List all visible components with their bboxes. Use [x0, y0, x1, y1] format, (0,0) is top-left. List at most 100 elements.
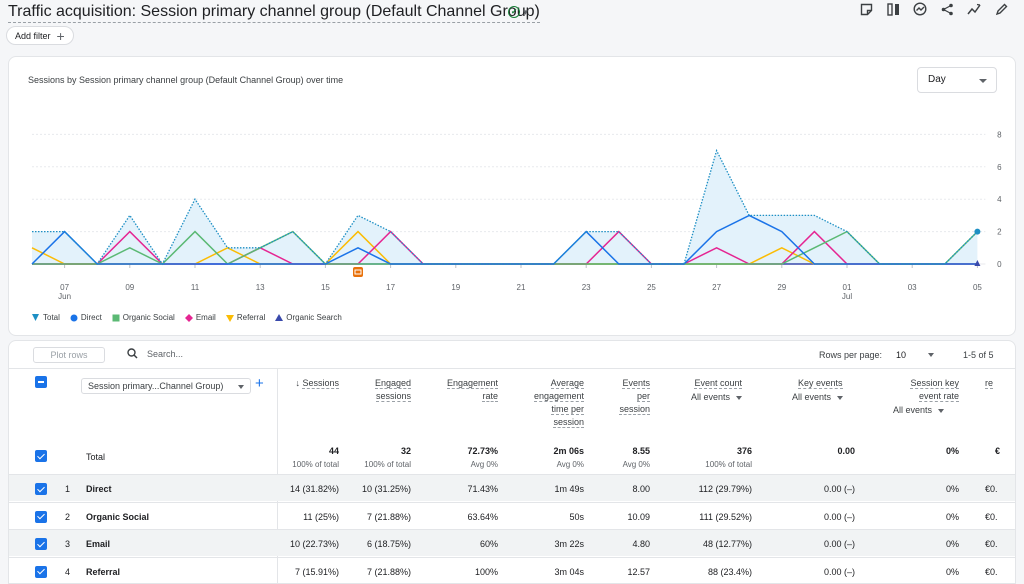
cell-events-per: 12.57	[627, 566, 650, 577]
plot-rows-button[interactable]: Plot rows	[33, 347, 105, 363]
trend-icon[interactable]	[967, 2, 981, 16]
dimension-select[interactable]: Session primary...Channel Group)	[81, 378, 251, 394]
row-checkbox[interactable]	[35, 483, 47, 495]
total-engaged: 32	[400, 446, 411, 456]
row-checkbox[interactable]	[35, 538, 47, 550]
legend-item[interactable]: Direct	[70, 313, 102, 322]
x-tick-label: 21	[517, 283, 526, 292]
x-tick-label: 01	[843, 283, 852, 292]
search-icon	[127, 348, 138, 362]
cell-event-count: 48 (12.77%)	[702, 539, 752, 549]
compare-icon[interactable]	[886, 2, 900, 16]
cell-revenue: €0.	[985, 511, 998, 522]
cell-session-key: 0%	[945, 511, 959, 522]
legend-item[interactable]: Total	[31, 313, 60, 322]
header-revenue[interactable]: re	[985, 377, 1005, 390]
cell-key-events: 0.00 (–)	[823, 566, 855, 577]
table-row[interactable]: 1 Direct 14 (31.82%) 10 (31.25%) 71.43% 1m 49…	[9, 474, 1015, 501]
x-tick-label: 11	[191, 283, 200, 292]
total-area	[32, 150, 978, 264]
direct-legend-marker	[70, 314, 78, 321]
add-filter-button[interactable]: Add filter +	[6, 26, 74, 45]
header-avg-engagement-time[interactable]: Average engagement time per session	[514, 377, 584, 429]
x-tick-label: 27	[712, 283, 721, 292]
key-event-filter[interactable]: All events	[792, 391, 844, 404]
rows-per-page-value: 10	[896, 350, 907, 360]
select-all-checkbox[interactable]	[35, 376, 47, 388]
header-event-count[interactable]: Event count All events	[664, 377, 742, 404]
legend-item[interactable]: Email	[184, 313, 216, 322]
dropdown-arrow-icon	[938, 408, 945, 413]
share-icon[interactable]	[940, 2, 954, 16]
organic-search-end-marker	[974, 260, 981, 266]
x-tick-label: 15	[321, 283, 330, 292]
table-row[interactable]: 2 Organic Social 11 (25%) 7 (21.88%) 63.64% 5…	[9, 501, 1015, 529]
table-row[interactable]: 3 Email 10 (22.73%) 6 (18.75%) 60% 3m 22s 4.80…	[9, 529, 1015, 556]
total-key-events: 0.00	[837, 446, 855, 456]
event-filter-label: All events	[893, 405, 933, 415]
cell-key-events: 0.00 (–)	[823, 539, 855, 549]
x-tick-label: 25	[647, 283, 656, 292]
y-tick-label: 0	[997, 260, 1002, 269]
insights-icon[interactable]	[913, 2, 927, 16]
edit-icon[interactable]	[994, 2, 1008, 16]
granularity-value: Day	[928, 74, 946, 85]
dropdown-arrow-icon	[736, 395, 742, 400]
header-engagement-rate[interactable]: Engagement rate	[429, 377, 498, 403]
cell-session-key: 0%	[945, 566, 959, 577]
report-header: Traffic acquisition: Session primary cha…	[0, 0, 1024, 48]
rows-per-page-select[interactable]: 10	[896, 350, 936, 360]
total-end-marker	[974, 228, 981, 235]
total-revenue: €	[995, 446, 1001, 456]
total-event-count: 376	[736, 446, 752, 456]
session-key-filter[interactable]: All events	[879, 404, 959, 417]
legend-item[interactable]: Organic Search	[275, 313, 342, 322]
total-events-per-sub: Avg 0%	[622, 460, 650, 469]
cell-engrate: 60%	[479, 539, 498, 549]
header-line: session	[619, 404, 650, 415]
cell-engaged: 7 (21.88%)	[366, 566, 411, 577]
cell-sessions: 10 (22.73%)	[289, 539, 339, 549]
total-engrate: 72.73%	[467, 446, 498, 456]
legend-item[interactable]: Referral	[225, 313, 265, 322]
event-filter[interactable]: All events	[664, 391, 742, 404]
cell-event-count: 111 (29.52%)	[699, 511, 752, 522]
add-dimension-icon[interactable]: +	[255, 375, 264, 392]
x-tick-label: 03	[908, 283, 917, 292]
header-engaged-sessions[interactable]: Engaged sessions	[354, 377, 411, 403]
table-row[interactable]: 4 Referral 7 (15.91%) 7 (21.88%) 100% 3m 04s 1…	[9, 556, 1015, 584]
total-sessions-sub: 100% of total	[292, 460, 339, 469]
cell-engaged: 10 (31.25%)	[361, 484, 411, 494]
total-avgtime: 2m 06s	[553, 446, 584, 456]
legend-label: Organic Search	[286, 313, 342, 322]
y-tick-label: 4	[997, 195, 1002, 204]
plus-icon: +	[56, 27, 65, 44]
chevron-down-icon: ▾	[523, 6, 528, 17]
row-checkbox[interactable]	[35, 510, 47, 523]
cell-event-count: 88 (23.4%)	[707, 566, 752, 577]
header-key-events[interactable]: Key events All events	[774, 377, 844, 404]
row-checkbox[interactable]	[35, 565, 47, 578]
chart-legend: Total Direct Organic Social Email Referral Or…	[31, 313, 342, 322]
total-label: Total	[86, 452, 106, 462]
header-session-key-event-rate[interactable]: Session key event rate All events	[879, 377, 959, 417]
check-circle-icon: ✓	[508, 6, 521, 18]
header-line: engagement	[533, 391, 584, 402]
x-month-label: Jul	[842, 292, 852, 301]
share-report-icon[interactable]	[859, 2, 873, 16]
header-line: event rate	[918, 391, 959, 402]
x-tick-label: 09	[125, 283, 134, 292]
dropdown-arrow-icon	[979, 79, 987, 83]
search-input[interactable]: Search...	[147, 349, 184, 359]
x-tick-label: 29	[777, 283, 786, 292]
y-tick-label: 6	[997, 163, 1002, 172]
legend-item[interactable]: Organic Social	[112, 313, 175, 322]
cell-avgtime: 50s	[569, 511, 584, 522]
total-checkbox[interactable]	[35, 450, 47, 462]
cell-avgtime: 3m 22s	[554, 539, 584, 549]
cell-key-events: 0.00 (–)	[823, 511, 855, 522]
header-events-per-session[interactable]: Events per session	[599, 377, 650, 416]
granularity-select[interactable]: Day	[917, 67, 997, 93]
header-sessions[interactable]: ↓ Sessions	[279, 377, 339, 390]
report-status-button[interactable]: ✓ ▾	[500, 3, 536, 21]
